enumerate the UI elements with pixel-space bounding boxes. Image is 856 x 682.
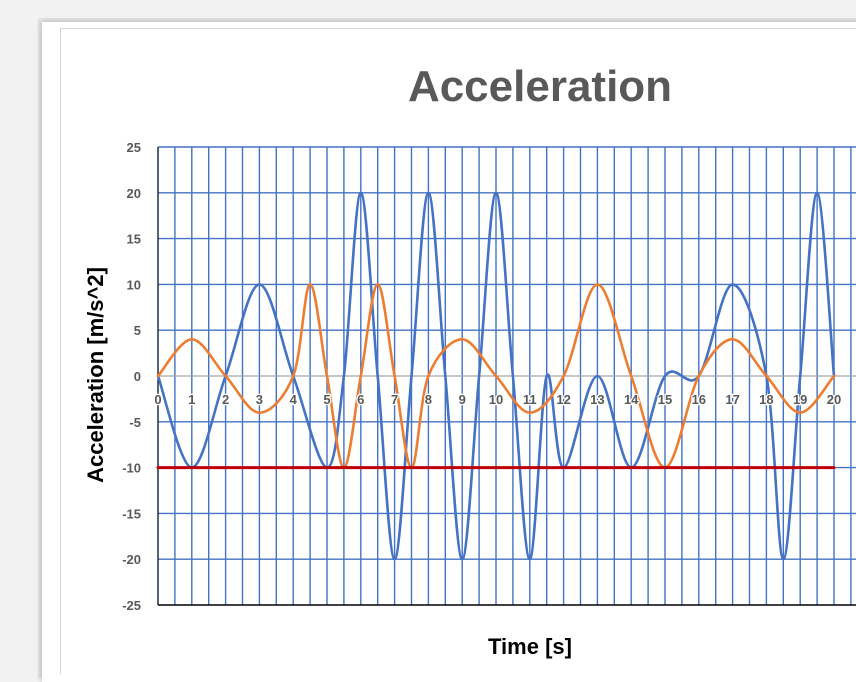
x-tick-label: 20 — [827, 392, 841, 407]
x-tick-label: 15 — [658, 392, 672, 407]
x-tick-label: 19 — [793, 392, 807, 407]
x-tick-label: 11 — [523, 392, 537, 407]
y-tick-label: 5 — [134, 323, 141, 338]
y-tick-label: -5 — [129, 415, 141, 430]
x-tick-labels: 0 1 2 3 4 5 6 7 8 9 10 11 12 13 14 15 16 17 18 19 20 — [153, 391, 842, 409]
y-tick-label: 20 — [127, 186, 141, 201]
horizontal-gridlines — [157, 146, 856, 606]
y-tick-label: -15 — [122, 506, 141, 521]
y-tick-label: 10 — [127, 277, 141, 292]
y-tick-label: 15 — [127, 232, 141, 247]
series-layer — [156, 191, 836, 561]
x-tick-label: 18 — [759, 392, 773, 407]
x-tick-label: 1 — [188, 392, 195, 407]
x-tick-label: 13 — [590, 392, 604, 407]
series-line-2 — [156, 283, 836, 469]
y-tick-labels: 25 20 15 10 5 0 -5 -10 -15 -20 -25 — [122, 140, 141, 613]
x-tick-label: 17 — [725, 392, 739, 407]
x-axis-title: Time [s] — [488, 634, 572, 659]
x-tick-label: 10 — [489, 392, 503, 407]
x-tick-label: 12 — [556, 392, 570, 407]
x-tick-label: 5 — [323, 392, 330, 407]
chart-title: Acceleration — [407, 62, 673, 111]
y-tick-label: 25 — [127, 140, 141, 155]
x-tick-label: 9 — [459, 392, 466, 407]
x-tick-label: 2 — [222, 392, 229, 407]
x-tick-label: 3 — [256, 392, 263, 407]
x-tick-label: 7 — [391, 392, 398, 407]
y-tick-label: -10 — [122, 461, 141, 476]
y-tick-label: -25 — [122, 598, 141, 613]
y-tick-label: -20 — [122, 552, 141, 567]
x-tick-label: 8 — [425, 392, 432, 407]
x-tick-label: 0 — [154, 392, 161, 407]
x-tick-label: 16 — [692, 392, 706, 407]
x-tick-label: 4 — [290, 392, 298, 407]
y-tick-label: 0 — [134, 369, 141, 384]
x-tick-label: 6 — [357, 392, 364, 407]
series-line-1 — [156, 191, 836, 561]
y-axis-title: Acceleration [m/s^2] — [83, 267, 108, 483]
chart-area — [60, 28, 856, 674]
x-tick-label: 14 — [624, 392, 639, 407]
